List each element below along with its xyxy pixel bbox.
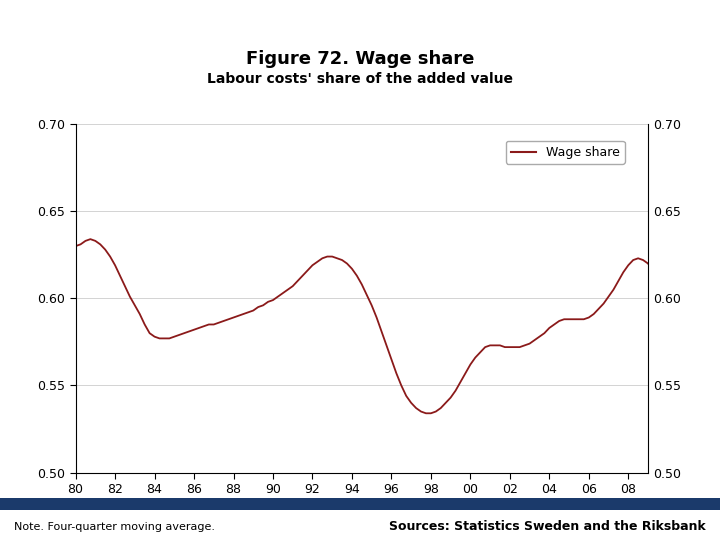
Text: Labour costs' share of the added value: Labour costs' share of the added value bbox=[207, 72, 513, 86]
Text: SVERIGES
RIKSBANK: SVERIGES RIKSBANK bbox=[639, 52, 683, 73]
Legend: Wage share: Wage share bbox=[505, 141, 624, 164]
Text: Figure 72. Wage share: Figure 72. Wage share bbox=[246, 50, 474, 68]
Text: Sources: Statistics Sweden and the Riksbank: Sources: Statistics Sweden and the Riksb… bbox=[389, 520, 706, 533]
Text: Note. Four-quarter moving average.: Note. Four-quarter moving average. bbox=[14, 522, 215, 531]
